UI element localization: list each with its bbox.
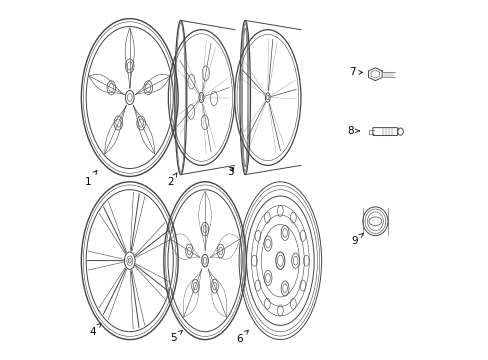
- Text: 9: 9: [351, 233, 363, 246]
- Text: 1: 1: [84, 170, 97, 187]
- Text: 7: 7: [348, 67, 362, 77]
- Text: 4: 4: [89, 323, 101, 337]
- Text: 8: 8: [346, 126, 359, 136]
- Text: 2: 2: [167, 173, 177, 187]
- Text: 5: 5: [170, 330, 182, 343]
- Text: 6: 6: [235, 330, 248, 343]
- Text: 3: 3: [227, 167, 233, 177]
